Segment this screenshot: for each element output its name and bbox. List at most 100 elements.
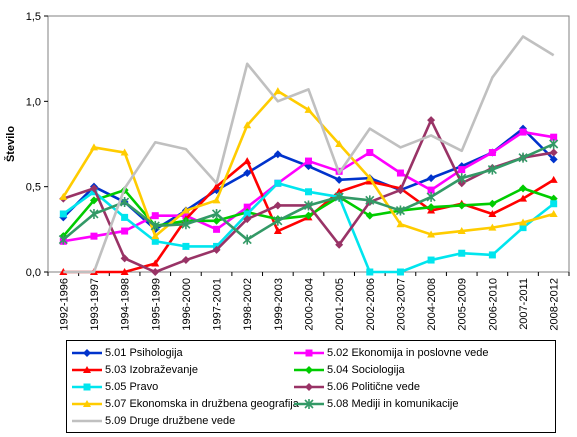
legend-item: 5.02 Ekonomija in poslovne vede [293, 344, 488, 361]
x-tick-label: 2003-2007 [395, 278, 407, 331]
data-point [304, 398, 314, 409]
data-point [457, 201, 466, 210]
data-point [396, 268, 404, 276]
legend-swatch [294, 349, 324, 356]
data-point [549, 209, 558, 217]
data-point [58, 234, 68, 245]
data-point [303, 200, 314, 211]
data-point [549, 175, 558, 183]
data-point [305, 188, 312, 196]
legend-swatch [294, 398, 324, 409]
data-point [83, 348, 91, 357]
x-tick-label: 2001-2005 [334, 278, 346, 331]
series-8 [58, 139, 559, 245]
data-point [243, 210, 251, 218]
data-point [151, 259, 160, 267]
data-point [89, 196, 98, 205]
data-point [89, 208, 99, 219]
legend-item: 5.03 Izobraževanje [71, 361, 198, 378]
data-point [488, 209, 497, 217]
legend-item: 5.07 Ekonomska in družbena geografija [71, 395, 299, 412]
data-point [395, 205, 406, 216]
data-point [458, 166, 466, 174]
data-point [243, 157, 252, 165]
legend-swatch [72, 383, 102, 390]
data-point [457, 227, 466, 235]
data-point [273, 227, 282, 235]
x-tick-label: 1994-1998 [120, 278, 132, 331]
data-point [151, 232, 160, 240]
data-point [120, 254, 129, 263]
data-point [427, 186, 435, 194]
data-point [83, 399, 91, 407]
series-layer [58, 35, 559, 276]
data-point [83, 365, 91, 373]
legend-item: 5.04 Sociologija [293, 361, 405, 378]
data-point [335, 140, 344, 147]
y-axis: 0,0 0,5 1,0 1,5 [26, 11, 48, 279]
data-point [549, 148, 558, 157]
x-tick-label: 2007-2011 [518, 278, 530, 330]
series-line [63, 35, 555, 274]
data-point [519, 224, 527, 232]
data-point [304, 105, 313, 113]
data-point [243, 121, 252, 129]
data-point [151, 212, 159, 220]
data-point [242, 234, 252, 245]
data-point [519, 194, 528, 202]
x-tick-label: 1992-1996 [58, 278, 70, 331]
legend-label: 5.04 Sociologija [327, 363, 405, 376]
y-axis-label: Število [4, 126, 17, 162]
data-point [427, 116, 436, 125]
data-point [212, 196, 221, 204]
data-point [426, 191, 436, 202]
x-tick-label: 1999-2003 [273, 278, 285, 331]
data-point [427, 203, 436, 212]
legend-item: 5.09 Druge družbene vede [71, 412, 235, 429]
x-tick-label: 2005-2009 [457, 278, 469, 331]
data-point [549, 155, 558, 164]
data-point [519, 184, 528, 193]
data-point [304, 211, 313, 220]
legend-label: 5.09 Druge družbene vede [105, 414, 236, 427]
data-point [427, 256, 435, 264]
data-point [243, 215, 252, 224]
y-tick-label: 0,5 [26, 182, 41, 194]
legend-label: 5.02 Ekonomija in poslovne vede [327, 346, 489, 359]
data-point [457, 173, 467, 184]
data-point [519, 218, 528, 226]
x-tick-label: 1997-2001 [212, 278, 224, 331]
legend-item: 5.06 Politične vede [293, 378, 420, 395]
data-point [213, 225, 221, 233]
data-point [273, 215, 283, 226]
data-point [89, 143, 98, 151]
data-point [487, 164, 497, 175]
data-point [335, 175, 344, 184]
x-tick-label: 1998-2002 [242, 278, 254, 331]
legend-swatch [72, 348, 102, 357]
data-point [212, 216, 221, 225]
line-chart: 0,0 0,5 1,0 1,5 1992-1996 1993-1997 1994-1998… [4, 11, 570, 331]
legend-label: 5.03 Izobraževanje [105, 363, 198, 376]
data-point [120, 148, 129, 156]
data-point [181, 206, 190, 214]
data-point [90, 232, 98, 240]
data-point [488, 223, 497, 231]
legend-label: 5.07 Ekonomska in družbena geografija [105, 397, 299, 410]
y-tick-label: 1,5 [26, 11, 41, 23]
data-point [83, 383, 91, 390]
data-point [305, 365, 313, 374]
series-9 [63, 35, 555, 274]
data-point [488, 251, 496, 259]
x-tick-label: 2006-2010 [487, 278, 499, 331]
legend-item: 5.01 Psihologija [71, 344, 183, 361]
data-point [365, 174, 374, 182]
data-point [518, 152, 528, 163]
data-point [305, 382, 313, 391]
data-point [89, 184, 98, 193]
data-point [427, 230, 436, 238]
legend-item: 5.05 Pravo [71, 378, 158, 395]
legend-swatch [72, 419, 102, 422]
data-point [488, 199, 497, 208]
data-point [120, 268, 129, 275]
